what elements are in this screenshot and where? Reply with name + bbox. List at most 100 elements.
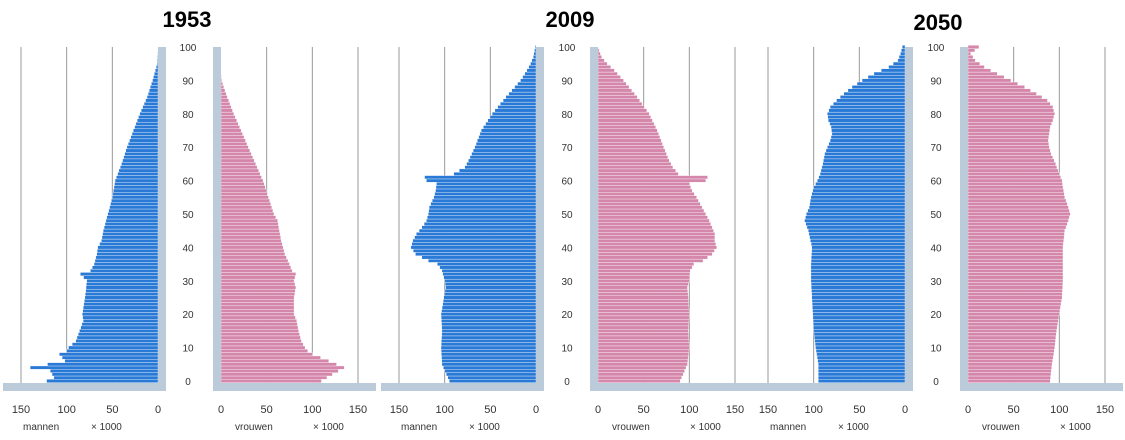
bar-age-98 — [533, 51, 537, 56]
bar-age-95 — [967, 61, 981, 66]
bar-age-17 — [597, 322, 689, 327]
bar-age-15 — [597, 329, 689, 333]
bar-age-59 — [597, 182, 690, 186]
x-tick-label: 150 — [759, 404, 777, 416]
bar-age-12 — [441, 339, 537, 343]
age-tick-label: 90 — [561, 76, 573, 87]
bar-age-55 — [597, 195, 697, 200]
bar-age-22 — [441, 305, 537, 310]
bar-age-18 — [441, 319, 537, 323]
bar-age-51 — [807, 208, 906, 213]
bar-age-16 — [597, 325, 689, 330]
bar-age-35 — [437, 262, 537, 266]
bar-age-64 — [464, 165, 537, 170]
bar-age-37 — [421, 255, 537, 260]
bar-age-73 — [478, 135, 537, 140]
bar-age-28 — [220, 285, 297, 290]
bar-age-46 — [103, 225, 159, 230]
bar-age-90 — [520, 78, 537, 83]
bar-age-80 — [597, 111, 650, 116]
bar-age-21 — [967, 309, 1061, 313]
bar-age-66 — [823, 158, 906, 163]
bar-age-59 — [967, 182, 1063, 186]
bar-age-91 — [967, 75, 1005, 79]
bar-age-82 — [142, 105, 159, 109]
bar-age-55 — [220, 195, 269, 200]
bar-age-25 — [597, 295, 689, 300]
bar-age-96 — [897, 58, 906, 63]
bar-age-83 — [967, 101, 1051, 106]
bar-age-22 — [220, 305, 295, 310]
bar-age-95 — [892, 61, 906, 66]
bar-age-15 — [220, 329, 299, 333]
bar-age-83 — [143, 101, 159, 106]
bar-age-60 — [817, 178, 906, 183]
bar-age-31 — [443, 275, 537, 280]
bar-age-69 — [825, 148, 906, 153]
bar-age-18 — [220, 319, 297, 323]
age-tick-label: 70 — [182, 143, 194, 154]
bar-age-38 — [597, 252, 713, 256]
x-tick-label: 0 — [902, 404, 908, 416]
bar-age-61 — [116, 175, 159, 180]
bar-age-20 — [220, 312, 295, 317]
bar-age-46 — [220, 225, 280, 230]
bar-age-11 — [967, 342, 1056, 347]
bar-age-23 — [442, 302, 537, 307]
bar-age-42 — [220, 238, 282, 243]
unit-label: × 1000 — [690, 422, 721, 433]
bar-age-5 — [597, 362, 688, 367]
bar-age-59 — [220, 182, 265, 186]
bar-age-56 — [112, 192, 159, 196]
bar-age-45 — [418, 228, 537, 233]
mannen-label: mannen — [23, 422, 59, 433]
bar-age-100 — [902, 45, 906, 49]
bar-age-33 — [90, 268, 159, 273]
bar-age-16 — [441, 325, 537, 330]
bar-age-64 — [220, 165, 258, 170]
bar-age-18 — [597, 319, 690, 323]
bar-age-4 — [818, 365, 906, 370]
bar-age-1 — [967, 375, 1051, 380]
bar-age-90 — [861, 78, 906, 83]
bar-age-13 — [441, 335, 537, 340]
bar-age-45 — [967, 228, 1065, 233]
bar-age-14 — [78, 332, 159, 337]
bar-age-42 — [597, 238, 716, 243]
bar-age-61 — [597, 175, 708, 180]
bar-age-72 — [597, 138, 662, 143]
bar-age-80 — [139, 111, 159, 116]
bar-age-60 — [114, 178, 159, 183]
bar-age-8 — [220, 352, 313, 357]
bar-age-75 — [133, 128, 159, 133]
bar-age-73 — [830, 135, 906, 140]
bar-age-14 — [597, 332, 689, 337]
x-tick-label: 100 — [303, 404, 321, 416]
bar-age-36 — [967, 258, 1064, 263]
bar-age-28 — [85, 285, 159, 290]
bar-age-17 — [441, 322, 537, 327]
bar-age-9 — [967, 349, 1055, 353]
bar-age-95 — [530, 61, 537, 66]
bar-age-9 — [66, 349, 159, 353]
bar-age-76 — [597, 125, 656, 130]
bar-age-27 — [811, 288, 906, 293]
bar-age-11 — [814, 342, 906, 347]
bar-age-57 — [113, 188, 159, 193]
bar-age-17 — [81, 322, 159, 327]
bar-age-11 — [441, 342, 537, 347]
bar-age-0 — [597, 379, 681, 383]
bar-age-55 — [810, 195, 906, 200]
age-tick-label: 80 — [930, 110, 942, 121]
bar-age-19 — [597, 315, 690, 320]
bar-age-85 — [967, 95, 1043, 99]
bar-age-98 — [597, 51, 601, 56]
bar-age-50 — [428, 212, 537, 216]
bar-age-12 — [597, 339, 690, 343]
bar-age-74 — [479, 131, 537, 136]
bar-age-40 — [967, 245, 1064, 250]
bar-age-67 — [220, 155, 253, 160]
bar-age-88 — [967, 85, 1025, 89]
bar-age-65 — [121, 162, 159, 166]
bar-age-71 — [967, 142, 1050, 146]
